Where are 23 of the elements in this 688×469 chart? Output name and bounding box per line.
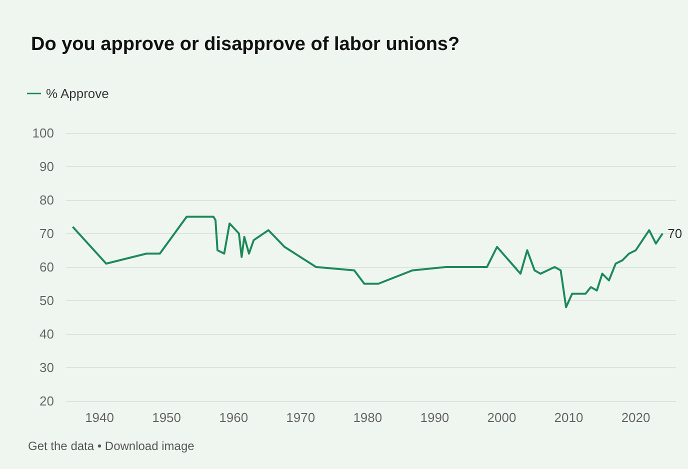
text: Get the data • Download image xyxy=(28,439,195,453)
x-tick-label: 1940 xyxy=(85,410,114,425)
y-tick-label: 60 xyxy=(40,260,54,274)
y-tick-label: 40 xyxy=(40,326,54,342)
legend-label: % Approve xyxy=(46,86,109,101)
y-tick-label: 90 xyxy=(40,159,54,174)
line-series xyxy=(72,216,664,308)
y-tick-label: 100 xyxy=(32,126,54,140)
x-tick-label: 1980 xyxy=(353,410,382,425)
x-tick-label: 2010 xyxy=(554,410,584,425)
x-tick-label: 1970 xyxy=(286,410,316,425)
chart-title: Do you approve or disapprove of labor unions? xyxy=(31,34,460,55)
x-tick-label: 2000 xyxy=(487,410,516,425)
x-tick-label: 1950 xyxy=(152,410,182,425)
y-tick-label: 80 xyxy=(40,192,54,208)
y-tick-label: 70 xyxy=(40,226,54,241)
y-tick-label: 20 xyxy=(40,394,54,408)
x-tick-label: 1990 xyxy=(420,410,450,425)
y-tick-label: 30 xyxy=(40,360,54,375)
x-tick-label: 2020 xyxy=(621,410,650,425)
x-tick-label: 1960 xyxy=(219,410,248,425)
data-label: 70 xyxy=(668,226,682,241)
y-tick-label: 50 xyxy=(40,293,54,308)
